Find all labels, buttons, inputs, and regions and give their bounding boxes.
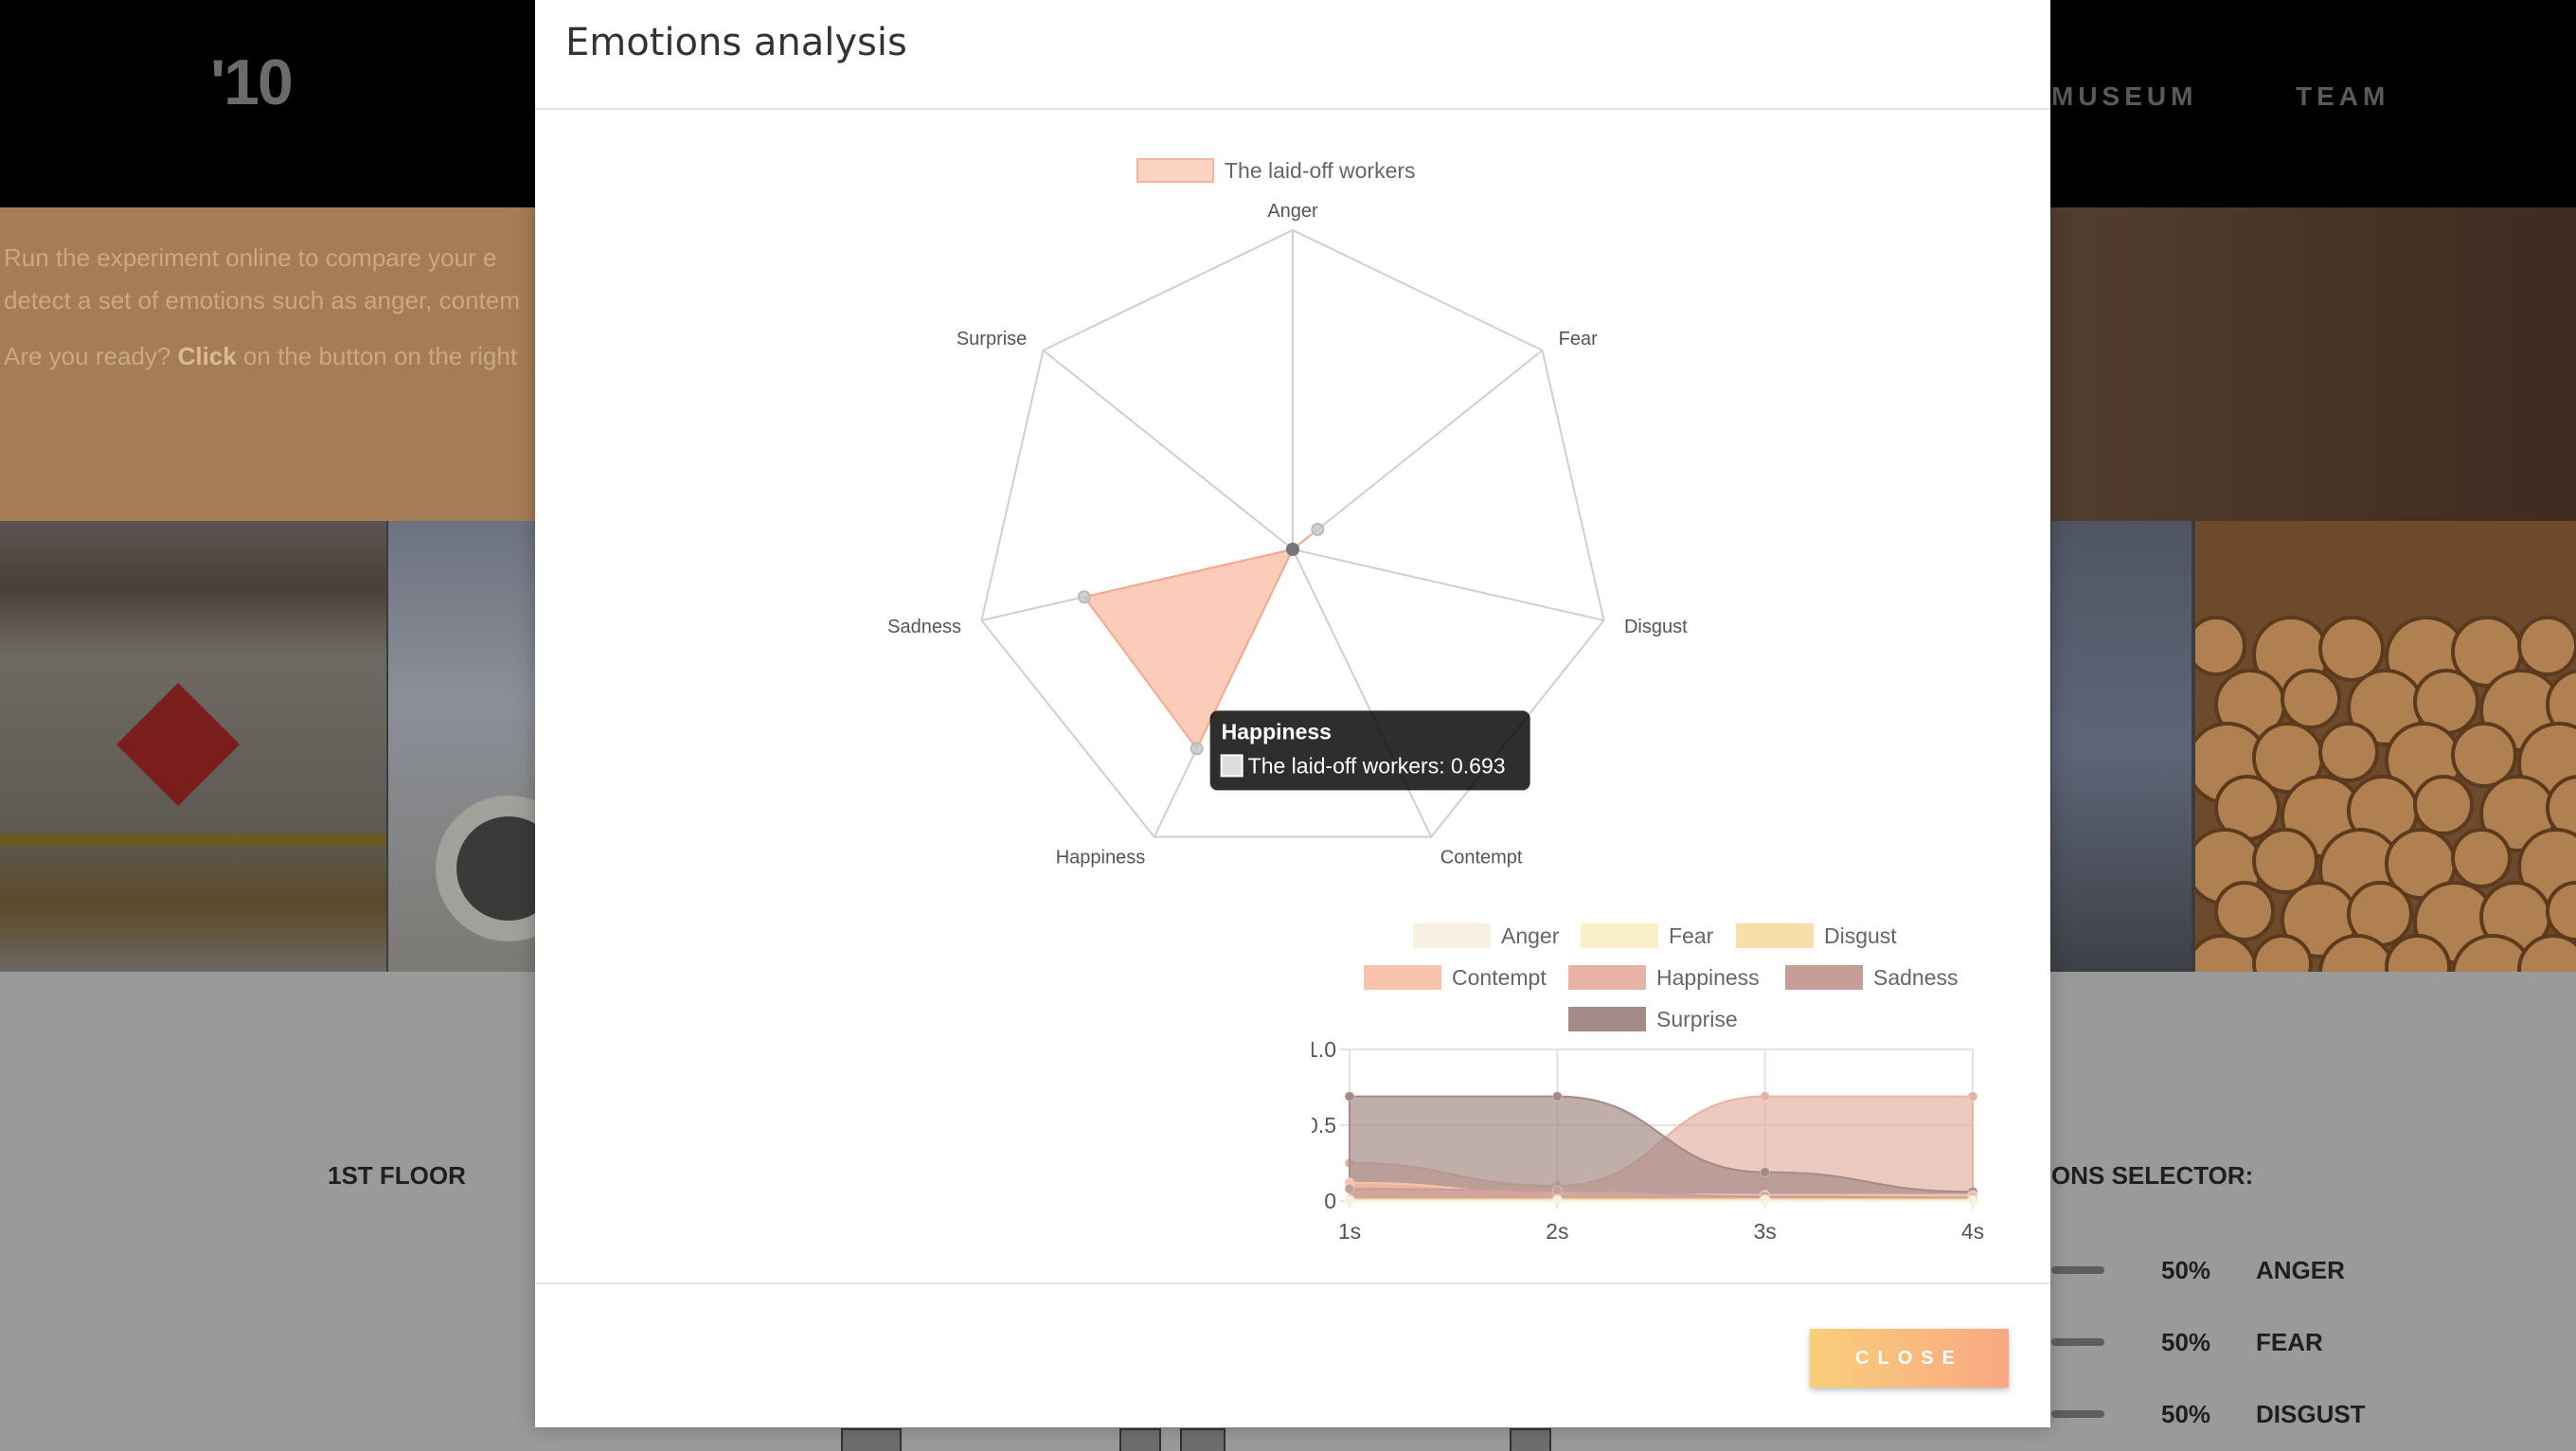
- area-point-happiness: [1760, 1091, 1771, 1102]
- photo-strip: [0, 521, 2576, 972]
- tooltip-box: [1209, 710, 1530, 791]
- legend-label-surprise: Surprise: [1656, 1007, 1738, 1031]
- area-point-happiness: [1967, 1091, 1978, 1102]
- legend-swatch-sadness: [1785, 965, 1863, 990]
- legend-label: The laid-off workers: [1225, 158, 1416, 183]
- radar-spoke: [1292, 349, 1544, 550]
- legend-swatch-anger: [1413, 923, 1491, 948]
- emotion-pct: 50%: [2161, 1328, 2211, 1356]
- emotion-slider[interactable]: [2051, 1266, 2104, 1274]
- area-point-sadness: [1551, 1185, 1563, 1196]
- photo-logs[interactable]: [2195, 521, 2576, 972]
- site-logo[interactable]: '10: [210, 46, 294, 118]
- axis-label-fear: Fear: [1559, 329, 1598, 349]
- emotion-pct: 50%: [2161, 1400, 2211, 1428]
- radar-point-happiness: [1190, 742, 1204, 756]
- legend-label-anger: Anger: [1501, 923, 1560, 948]
- area-point-sadness: [1344, 1183, 1355, 1194]
- modal-title: Emotions analysis: [565, 21, 907, 64]
- emotion-name: DISGUST: [2256, 1400, 2366, 1428]
- x-tick-label: 1s: [1338, 1219, 1361, 1244]
- radar-center-point: [1286, 543, 1299, 556]
- radar-grid: [980, 228, 1605, 838]
- x-tick-label: 3s: [1754, 1219, 1777, 1244]
- legend-label-sadness: Sadness: [1873, 965, 1959, 990]
- axis-label-contempt: Contempt: [1440, 847, 1523, 868]
- photo-street[interactable]: [2051, 521, 2191, 972]
- area-series-sadness: [1349, 1188, 1974, 1202]
- emotion-pct: 50%: [2161, 1256, 2211, 1284]
- legend-swatch-disgust: [1736, 923, 1814, 948]
- area-chart: Anger Fear Disgust Contempt Happiness Sadness…: [1312, 923, 1984, 1244]
- x-tick-label: 4s: [1961, 1219, 1984, 1244]
- thumbnail[interactable]: [1510, 1428, 1551, 1451]
- legend-label-happiness: Happiness: [1656, 965, 1760, 990]
- emotion-name: ANGER: [2256, 1256, 2345, 1284]
- emotion-name: FEAR: [2256, 1328, 2323, 1356]
- chart-tooltip: Happiness The laid-off workers: 0.693: [1209, 710, 1530, 791]
- axis-label-surprise: Surprise: [957, 329, 1027, 349]
- radar-spoke: [1042, 349, 1294, 550]
- axis-label-disgust: Disgust: [1624, 617, 1688, 637]
- axis-label-anger: Anger: [1267, 201, 1318, 222]
- intro-line-1: Run the experiment online to compare you…: [4, 243, 497, 272]
- emotion-row-anger: 50% ANGER: [2051, 1252, 2576, 1290]
- legend-swatch-fear: [1581, 923, 1658, 948]
- axis-label-happiness: Happiness: [1056, 847, 1146, 868]
- floor-label: 1ST FLOOR: [328, 1161, 466, 1190]
- radar-spoke: [1292, 548, 1604, 621]
- tooltip-swatch: [1220, 754, 1243, 778]
- nav-team[interactable]: TEAM: [2296, 81, 2390, 111]
- intro-line-3: Are you ready? Click on the button on th…: [4, 342, 518, 370]
- thumbnail[interactable]: [841, 1428, 902, 1451]
- radar-legend: The laid-off workers: [1136, 158, 1416, 183]
- axis-label-sadness: Sadness: [887, 617, 961, 637]
- area-point-anger: [1967, 1195, 1978, 1207]
- legend-label-disgust: Disgust: [1824, 923, 1897, 948]
- radar-point-sadness: [1077, 590, 1091, 604]
- thumbnail-strip: [841, 1428, 1561, 1451]
- photo-pipes[interactable]: [388, 521, 581, 972]
- tooltip-title: Happiness: [1222, 719, 1332, 743]
- emotion-row-fear: 50% FEAR: [2051, 1324, 2576, 1362]
- tooltip-body: The laid-off workers: 0.693: [1248, 753, 1506, 778]
- emotions-selector-label: ONS SELECTOR:: [2051, 1161, 2254, 1190]
- x-tick-label: 2s: [1546, 1219, 1568, 1244]
- area-point-surprise: [1551, 1091, 1563, 1102]
- emotion-slider[interactable]: [2051, 1338, 2104, 1346]
- y-tick-label: 1.0: [1312, 1037, 1336, 1062]
- area-point-surprise: [1760, 1167, 1771, 1178]
- thumbnail[interactable]: [1180, 1428, 1225, 1451]
- legend-swatch-happiness: [1568, 965, 1646, 990]
- modal-header: Emotions analysis: [535, 0, 2050, 110]
- area-point-anger: [1344, 1195, 1355, 1207]
- nav-museum[interactable]: MUSEUM: [2051, 81, 2198, 111]
- legend-label-contempt: Contempt: [1452, 965, 1547, 990]
- y-tick-label: 0: [1324, 1189, 1336, 1213]
- modal-footer: CLOSE: [535, 1282, 2050, 1429]
- photo-wall[interactable]: [0, 521, 386, 972]
- area-legend: Anger Fear Disgust Contempt Happiness Sadness…: [1364, 923, 1959, 1031]
- radar-point-fear: [1311, 522, 1325, 536]
- area-point-surprise: [1344, 1091, 1355, 1102]
- radar-spoke: [1292, 548, 1433, 838]
- y-tick-label: 0.5: [1312, 1113, 1336, 1138]
- legend-swatch: [1136, 158, 1214, 183]
- emotion-slider[interactable]: [2051, 1410, 2104, 1418]
- intro-text: Run the experiment online to compare you…: [4, 237, 534, 378]
- area-point-anger: [1760, 1195, 1771, 1207]
- legend-swatch-surprise: [1568, 1007, 1646, 1031]
- intro-line-2: detect a set of emotions such as anger, …: [4, 286, 520, 314]
- emotions-modal: Emotions analysis The laid-off workers An…: [535, 0, 2050, 1427]
- legend-swatch-contempt: [1364, 965, 1441, 990]
- area-point-anger: [1551, 1195, 1563, 1207]
- emotion-row-disgust: 50% DISGUST: [2051, 1396, 2576, 1434]
- close-button[interactable]: CLOSE: [1810, 1329, 2009, 1388]
- area-series-surprise: [1349, 1095, 1974, 1202]
- radar-chart: The laid-off workers Anger Fear Disgust Cont…: [887, 158, 1688, 868]
- thumbnail[interactable]: [1119, 1428, 1161, 1451]
- legend-label-fear: Fear: [1669, 923, 1714, 948]
